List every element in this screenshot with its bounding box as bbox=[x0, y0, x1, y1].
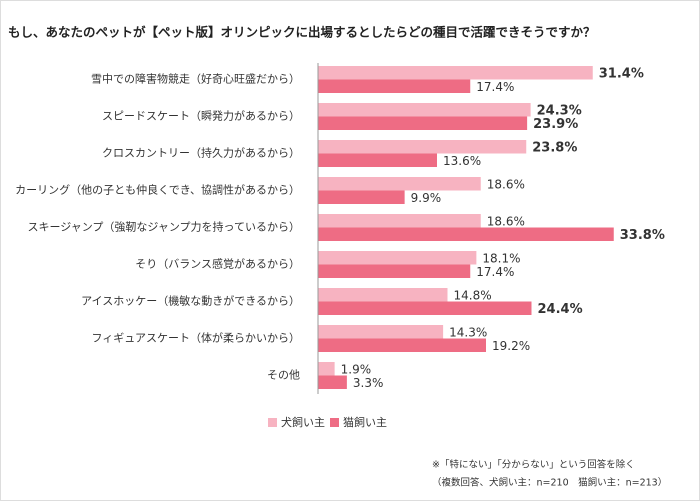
category-label: スキージャンプ（強靭なジャンプ力を持っているから） bbox=[28, 220, 300, 234]
bar bbox=[318, 288, 448, 302]
bar bbox=[318, 301, 532, 315]
bar bbox=[318, 338, 486, 352]
category-label: 雪中での障害物競走（好奇心旺盛だから） bbox=[91, 72, 300, 86]
category-label: カーリング（他の子とも仲良くでき、協調性があるから） bbox=[15, 183, 300, 197]
value-label: 14.3% bbox=[449, 325, 487, 339]
bar bbox=[318, 375, 347, 389]
category-label: そり（バランス感覚があるから） bbox=[135, 257, 300, 271]
bar bbox=[318, 66, 593, 80]
legend-swatch bbox=[330, 418, 339, 427]
bar bbox=[318, 153, 437, 167]
category-label: その他 bbox=[267, 369, 300, 382]
bar bbox=[318, 79, 471, 93]
value-label: 33.8% bbox=[620, 228, 665, 243]
value-label: 18.6% bbox=[487, 177, 525, 191]
value-label: 23.9% bbox=[533, 117, 578, 132]
chart-title: もし、あなたのペットが【ペット版】オリンピックに出場するとしたらどの種目で活躍で… bbox=[8, 25, 596, 40]
value-label: 18.6% bbox=[487, 214, 525, 228]
legend-label: 犬飼い主 bbox=[281, 415, 325, 429]
category-label: アイスホッケー（機敏な動きができるから） bbox=[81, 294, 300, 308]
footnote: （複数回答、犬飼い主：n=210 猫飼い主：n=213） bbox=[432, 477, 667, 489]
legend-label: 猫飼い主 bbox=[343, 415, 387, 429]
bar bbox=[318, 325, 444, 339]
bar bbox=[318, 227, 614, 241]
value-label: 31.4% bbox=[599, 66, 644, 81]
category-label: スピードスケート（瞬発力があるから） bbox=[102, 109, 300, 123]
bar bbox=[318, 264, 471, 278]
value-label: 14.8% bbox=[454, 288, 492, 302]
category-label: クロスカントリー（持久力があるから） bbox=[102, 146, 300, 160]
value-label: 19.2% bbox=[492, 339, 530, 353]
value-label: 17.4% bbox=[476, 80, 514, 94]
value-label: 24.4% bbox=[538, 302, 583, 317]
bar bbox=[318, 190, 405, 204]
value-label: 24.3% bbox=[537, 103, 582, 118]
category-label: フィギュアスケート（体が柔らかいから） bbox=[91, 331, 300, 345]
value-label: 18.1% bbox=[482, 251, 520, 265]
value-label: 13.6% bbox=[443, 154, 481, 168]
bar bbox=[318, 362, 335, 376]
bar bbox=[318, 251, 477, 265]
footnote: ※「特にない」「分からない」という回答を除く bbox=[432, 459, 635, 471]
bar bbox=[318, 116, 528, 130]
bar bbox=[318, 177, 481, 191]
value-label: 1.9% bbox=[341, 362, 372, 376]
legend-swatch bbox=[268, 418, 277, 427]
bar bbox=[318, 140, 527, 154]
bar bbox=[318, 103, 531, 117]
bar bbox=[318, 214, 481, 228]
value-label: 17.4% bbox=[476, 265, 514, 279]
value-label: 23.8% bbox=[532, 140, 577, 155]
value-label: 3.3% bbox=[353, 376, 384, 390]
value-label: 9.9% bbox=[411, 191, 442, 205]
